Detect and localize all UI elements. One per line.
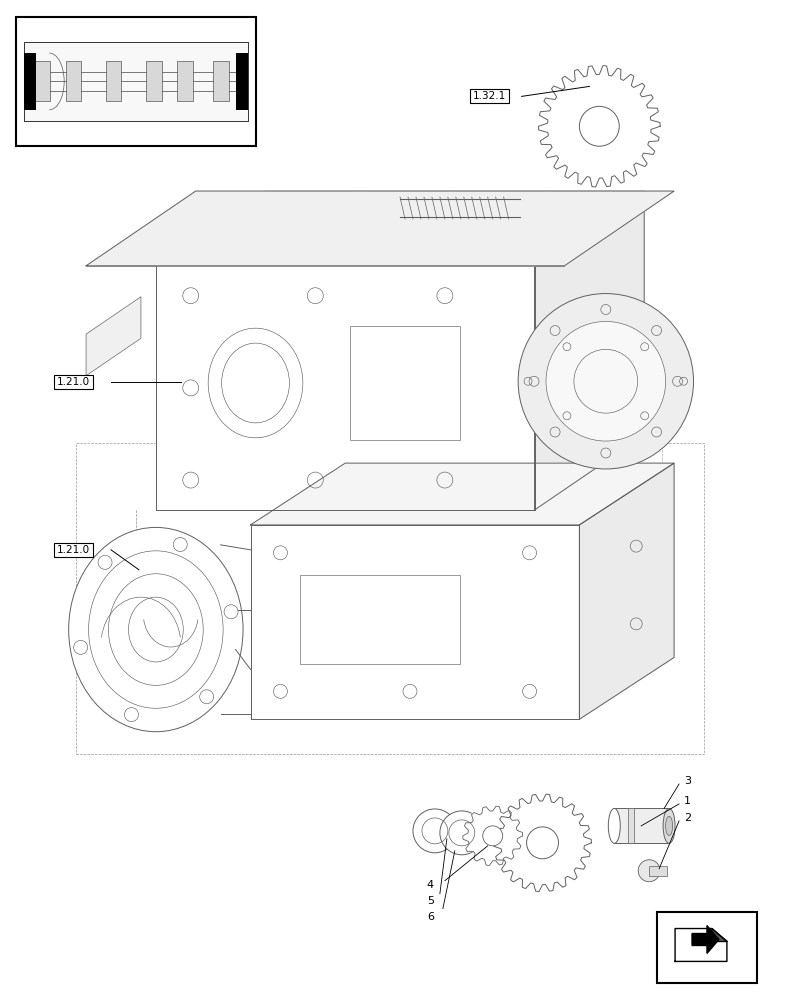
Text: 3: 3 — [683, 776, 690, 786]
Polygon shape — [579, 463, 673, 719]
Ellipse shape — [69, 527, 242, 732]
Bar — [614, 808, 668, 843]
Ellipse shape — [607, 808, 620, 843]
Polygon shape — [534, 191, 643, 510]
Polygon shape — [538, 66, 659, 187]
Polygon shape — [86, 297, 141, 376]
Circle shape — [200, 690, 213, 704]
Bar — [66, 61, 81, 101]
Polygon shape — [711, 929, 726, 941]
Text: 1: 1 — [683, 796, 690, 806]
Text: 1.21.0: 1.21.0 — [57, 545, 89, 555]
Polygon shape — [674, 929, 726, 961]
Polygon shape — [24, 42, 247, 121]
Circle shape — [173, 538, 187, 551]
Circle shape — [579, 106, 619, 146]
Circle shape — [74, 640, 88, 654]
Polygon shape — [251, 525, 579, 719]
Polygon shape — [86, 191, 673, 266]
Circle shape — [440, 811, 483, 855]
Polygon shape — [156, 191, 643, 266]
Bar — [54, 543, 92, 557]
Text: 1.32.1: 1.32.1 — [473, 91, 506, 101]
Text: 2: 2 — [683, 813, 690, 823]
Ellipse shape — [665, 816, 672, 835]
Bar — [177, 61, 193, 101]
Circle shape — [517, 294, 693, 469]
Bar — [146, 61, 161, 101]
Bar — [212, 61, 228, 101]
Polygon shape — [691, 926, 718, 953]
Bar — [648, 866, 667, 876]
Bar — [300, 575, 459, 664]
Bar — [105, 61, 122, 101]
Polygon shape — [493, 794, 590, 892]
Circle shape — [224, 605, 238, 619]
Bar — [350, 326, 459, 440]
Circle shape — [98, 555, 112, 569]
Bar — [34, 61, 50, 101]
Text: 6: 6 — [427, 912, 433, 922]
Bar — [627, 808, 633, 843]
Text: 5: 5 — [427, 896, 433, 906]
Circle shape — [637, 860, 659, 882]
Text: 4: 4 — [427, 880, 434, 890]
Polygon shape — [251, 463, 673, 525]
Circle shape — [545, 321, 665, 441]
Circle shape — [413, 809, 457, 853]
Circle shape — [526, 827, 558, 859]
Bar — [54, 375, 92, 389]
Polygon shape — [156, 266, 534, 510]
Ellipse shape — [663, 808, 674, 843]
Bar — [24, 53, 36, 110]
Bar — [656, 912, 756, 983]
Circle shape — [483, 826, 502, 846]
Bar — [470, 89, 508, 103]
Bar — [235, 53, 247, 110]
Circle shape — [124, 708, 138, 722]
Polygon shape — [462, 806, 522, 866]
Text: 1.21.0: 1.21.0 — [57, 377, 89, 387]
Bar — [16, 17, 255, 146]
